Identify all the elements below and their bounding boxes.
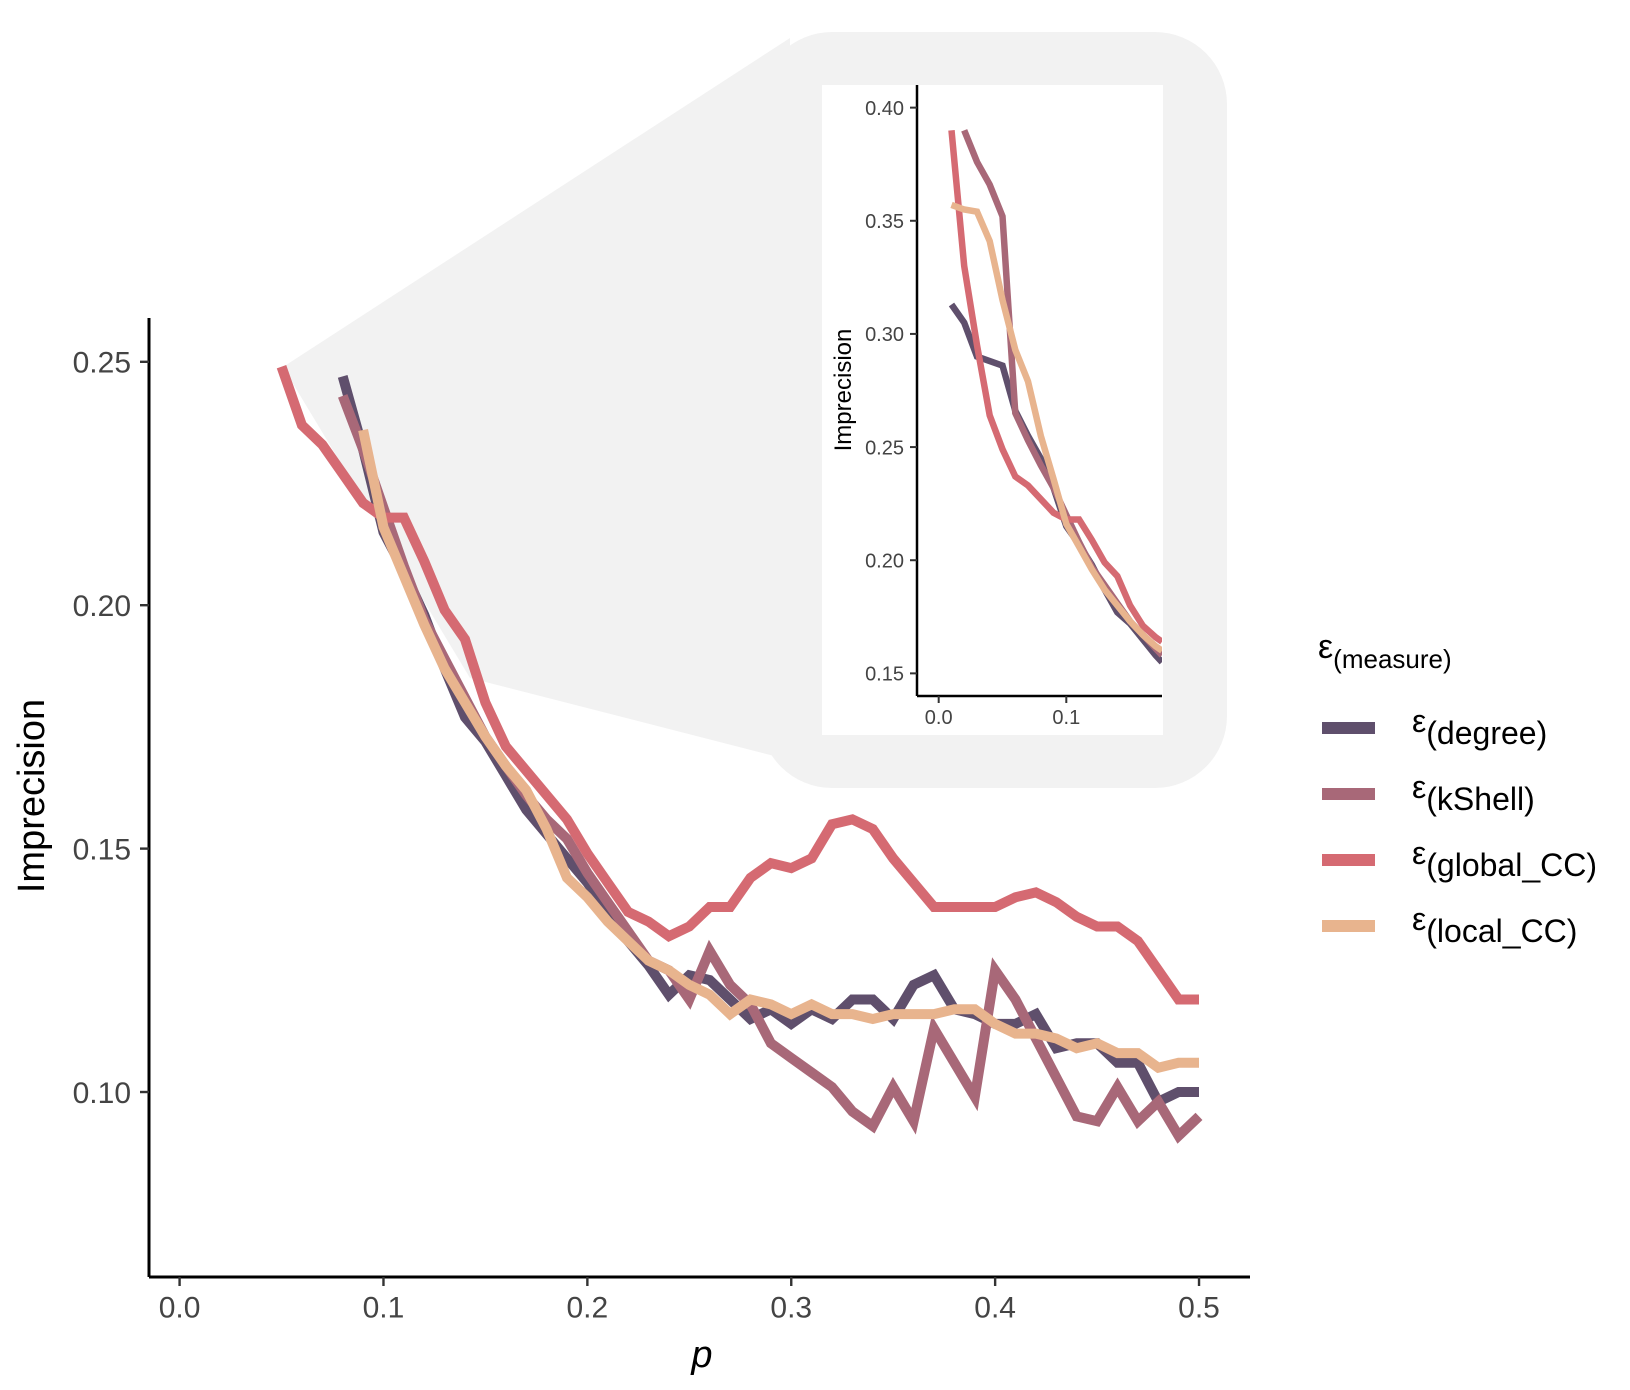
inset-x-tick-label: 0.1 xyxy=(1052,707,1080,729)
legend-label-local-CC: ε(local_CC) xyxy=(1412,901,1577,949)
main-axes: 0.0 0.1 0.2 0.3 0.4 0.5 0.10 0.15 0.20 0.25 xyxy=(73,318,1250,1325)
legend-label-kShell: ε(kShell) xyxy=(1412,769,1535,817)
inset-line-global-CC xyxy=(948,129,1162,645)
main-line-global-CC xyxy=(276,365,1199,1005)
main-line-local-CC xyxy=(358,428,1199,1074)
legend: ε(measure) ε(degree) ε(kShell) ε(global_CC… xyxy=(1318,628,1597,949)
main-y-tick-label: 0.15 xyxy=(73,833,131,866)
legend-label-degree: ε(degree) xyxy=(1412,703,1547,751)
legend-label-global-CC: ε(global_CC) xyxy=(1412,835,1597,883)
main-y-tick-label: 0.25 xyxy=(73,347,131,380)
main-series-lines xyxy=(276,365,1203,1144)
inset-x-tick-label: 0.0 xyxy=(925,707,953,729)
main-y-tick-label: 0.20 xyxy=(73,590,131,623)
inset-y-tick-label: 0.15 xyxy=(865,664,904,686)
inset-y-tick-label: 0.25 xyxy=(865,437,904,459)
inset-y-tick-label: 0.35 xyxy=(865,211,904,233)
main-x-tick-label: 0.0 xyxy=(159,1292,201,1325)
legend-title: ε(measure) xyxy=(1318,628,1452,674)
legend-title-subscript: (measure) xyxy=(1333,644,1451,674)
inset-line-local-CC xyxy=(950,201,1162,654)
inset-y-axis-title: Imprecision xyxy=(830,329,857,452)
legend-items: ε(degree) ε(kShell) ε(global_CC) ε(local_CC… xyxy=(1322,703,1597,949)
main-x-tick-label: 0.1 xyxy=(363,1292,405,1325)
y-axis-title: Imprecision xyxy=(11,699,53,893)
inset-series-lines xyxy=(948,129,1162,665)
inset-axes: 0.0 0.1 0.15 0.20 0.25 0.30 0.35 0.40 xyxy=(865,85,1162,729)
x-axis-title: p xyxy=(690,1334,712,1376)
main-x-tick-label: 0.2 xyxy=(567,1292,609,1325)
main-x-tick-label: 0.4 xyxy=(974,1292,1016,1325)
main-x-tick-label: 0.3 xyxy=(770,1292,812,1325)
main-x-tick-label: 0.5 xyxy=(1178,1292,1220,1325)
legend-title-symbol: ε xyxy=(1318,628,1333,666)
inset-y-tick-label: 0.30 xyxy=(865,324,904,346)
inset-y-tick-label: 0.20 xyxy=(865,550,904,572)
main-y-tick-label: 0.10 xyxy=(73,1077,131,1110)
zoom-callout-wedge xyxy=(283,38,790,760)
inset-plot-background xyxy=(822,85,1163,735)
inset-y-tick-label: 0.40 xyxy=(865,98,904,120)
